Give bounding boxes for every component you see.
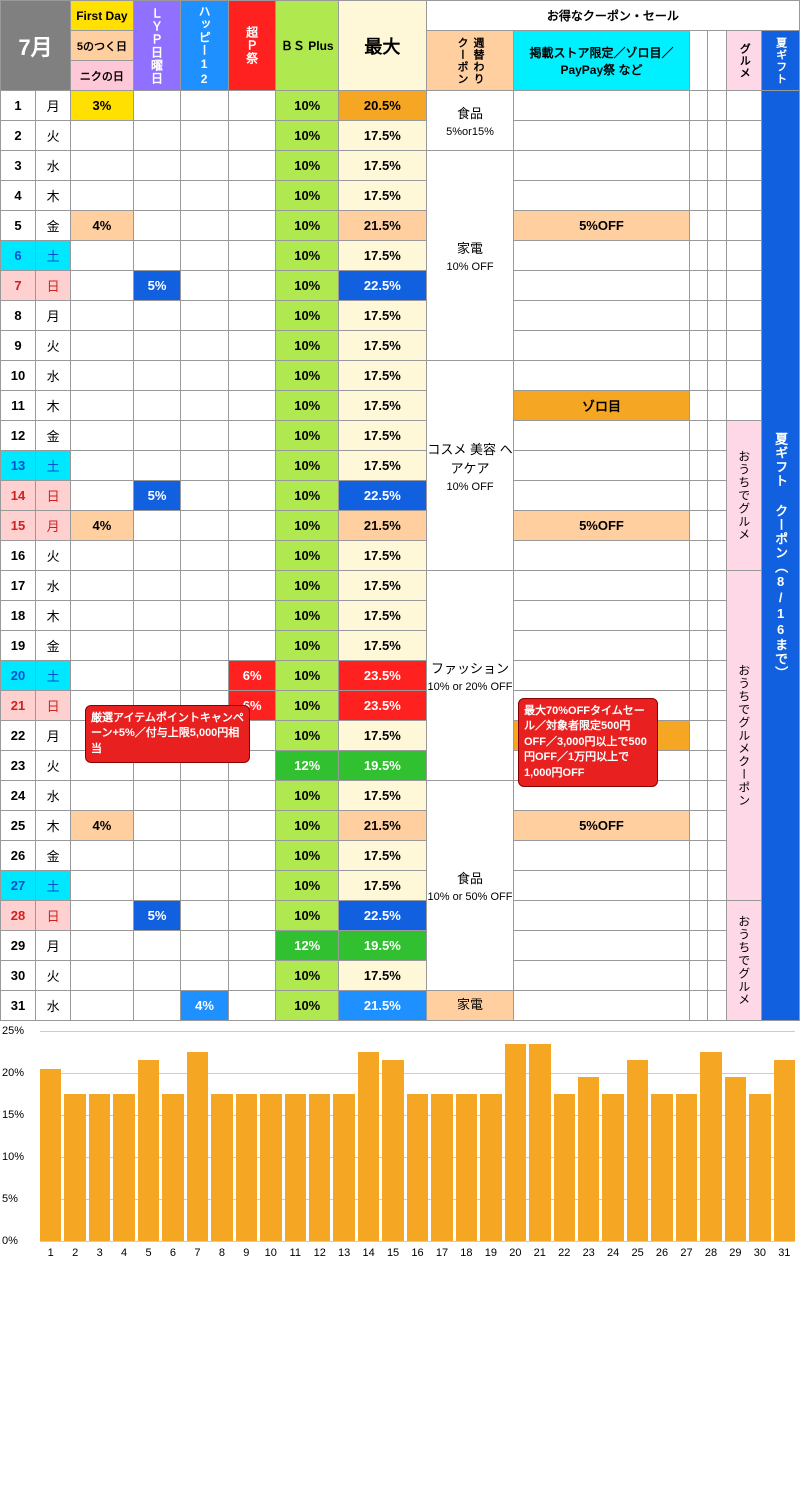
bar-1: 1 — [40, 1069, 61, 1241]
bar-19: 19 — [480, 1094, 501, 1241]
bar-10: 10 — [260, 1094, 281, 1241]
calendar-table: 7月First DayＬＹＰ日曜日ハッピー12超Ｐ祭ＢＳ Plus最大お得なクー… — [0, 0, 800, 1021]
bar-16: 16 — [407, 1094, 428, 1241]
bar-21: 21 — [529, 1044, 550, 1241]
bar-22: 22 — [554, 1094, 575, 1241]
bar-9: 9 — [236, 1094, 257, 1241]
bar-15: 15 — [382, 1060, 403, 1241]
bar-chart: 0%5%10%15%20%25% 12345678910111213141516… — [0, 1031, 800, 1261]
bar-20: 20 — [505, 1044, 526, 1241]
bar-24: 24 — [602, 1094, 623, 1241]
bar-11: 11 — [285, 1094, 306, 1241]
bar-12: 12 — [309, 1094, 330, 1241]
bar-4: 4 — [113, 1094, 134, 1241]
bar-6: 6 — [162, 1094, 183, 1241]
bar-17: 17 — [431, 1094, 452, 1241]
bar-3: 3 — [89, 1094, 110, 1241]
bar-28: 28 — [700, 1052, 721, 1241]
bar-27: 27 — [676, 1094, 697, 1241]
bar-5: 5 — [138, 1060, 159, 1241]
bar-29: 29 — [725, 1077, 746, 1241]
bar-26: 26 — [651, 1094, 672, 1241]
bar-14: 14 — [358, 1052, 379, 1241]
bar-2: 2 — [64, 1094, 85, 1241]
bar-30: 30 — [749, 1094, 770, 1241]
campaign-note-2: 最大70%OFFタイムセール／対象者限定500円OFF／3,000円以上で500… — [518, 698, 658, 787]
bar-18: 18 — [456, 1094, 477, 1241]
bar-31: 31 — [774, 1060, 795, 1241]
bar-13: 13 — [333, 1094, 354, 1241]
bar-8: 8 — [211, 1094, 232, 1241]
campaign-note-1: 厳選アイテムポイントキャンペーン+5%／付与上限5,000円相当 — [85, 705, 250, 763]
bar-23: 23 — [578, 1077, 599, 1241]
bar-25: 25 — [627, 1060, 648, 1241]
bar-7: 7 — [187, 1052, 208, 1241]
